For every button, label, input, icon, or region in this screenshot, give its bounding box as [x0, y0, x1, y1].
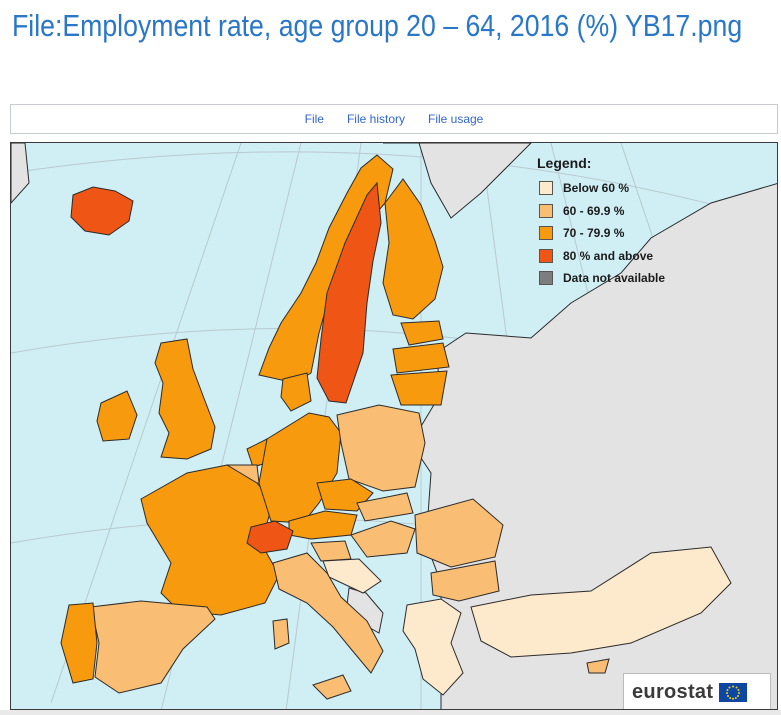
legend-swatch — [539, 271, 553, 286]
page-footer-strip — [0, 710, 781, 715]
legend-item: 60 - 69.9 % — [537, 200, 737, 223]
spain — [90, 600, 216, 694]
legend-swatch — [539, 203, 553, 218]
bulgaria — [430, 560, 500, 602]
latvia — [392, 342, 450, 374]
legend-label: Data not available — [563, 271, 666, 286]
romania — [414, 498, 504, 568]
europe-map — [11, 143, 777, 709]
eu-stars — [726, 685, 741, 700]
legend-label: 60 - 69.9 % — [563, 203, 625, 218]
united-kingdom — [154, 338, 216, 460]
legend-title: Legend: — [537, 155, 592, 171]
france — [140, 464, 280, 616]
sicily — [312, 674, 352, 700]
poland — [336, 404, 426, 492]
denmark — [280, 372, 312, 412]
estonia — [400, 320, 444, 346]
greece — [402, 598, 464, 696]
sardinia-corsica — [272, 618, 290, 650]
ireland — [96, 390, 138, 442]
eurostat-logo: eurostat — [623, 673, 771, 709]
legend-label: 80 % and above — [563, 248, 654, 263]
legend-item: 70 - 79.9 % — [537, 222, 737, 245]
parallel-line — [11, 151, 777, 223]
map-legend: Legend: Below 60 % 60 - 69.9 % 70 - 79.9… — [537, 155, 737, 290]
hungary — [350, 520, 416, 558]
switzerland — [246, 520, 294, 554]
iceland — [70, 186, 134, 236]
slovakia — [356, 492, 414, 522]
tab-file[interactable]: File — [304, 112, 324, 126]
legend-swatch — [539, 181, 553, 196]
legend-item: Data not available — [537, 267, 737, 290]
lithuania — [390, 370, 448, 406]
tab-file-history[interactable]: File history — [346, 112, 405, 126]
eurostat-logo-text: eurostat — [632, 680, 714, 703]
sweden — [316, 181, 382, 404]
portugal — [60, 602, 98, 684]
legend-label: 70 - 79.9 % — [563, 226, 625, 241]
legend-label: Below 60 % — [563, 181, 630, 196]
eu-flag-icon — [719, 682, 748, 702]
page-title: File:Employment rate, age group 20 – 64,… — [12, 8, 743, 43]
legend-item: Below 60 % — [537, 177, 737, 200]
map-image[interactable]: Legend: Below 60 % 60 - 69.9 % 70 - 79.9… — [10, 142, 778, 710]
legend-swatch — [539, 226, 553, 241]
finland — [382, 178, 444, 320]
tab-file-usage[interactable]: File usage — [427, 112, 484, 126]
legend-swatch — [539, 248, 553, 263]
legend-item: 80 % and above — [537, 245, 737, 268]
italy — [272, 552, 384, 674]
turkey — [470, 546, 732, 658]
file-tabs: File File history File usage — [10, 104, 778, 134]
cyprus — [586, 658, 610, 674]
